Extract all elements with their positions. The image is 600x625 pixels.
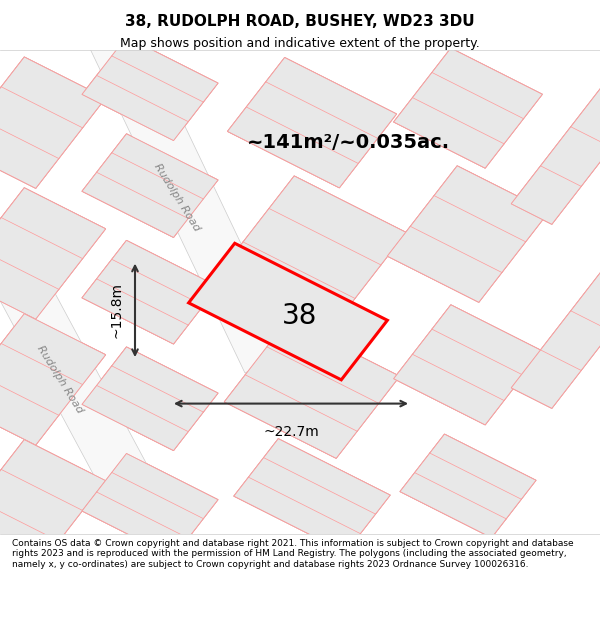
- Polygon shape: [234, 439, 390, 552]
- Polygon shape: [0, 188, 106, 319]
- Polygon shape: [511, 89, 600, 224]
- Polygon shape: [0, 57, 106, 188]
- Polygon shape: [394, 305, 542, 425]
- Text: Map shows position and indicative extent of the property.: Map shows position and indicative extent…: [120, 38, 480, 51]
- Polygon shape: [0, 439, 106, 571]
- Text: 38, RUDOLPH ROAD, BUSHEY, WD23 3DU: 38, RUDOLPH ROAD, BUSHEY, WD23 3DU: [125, 14, 475, 29]
- Text: ~22.7m: ~22.7m: [263, 426, 319, 439]
- Polygon shape: [234, 439, 390, 552]
- Polygon shape: [400, 434, 536, 538]
- Text: ~141m²/~0.035ac.: ~141m²/~0.035ac.: [247, 132, 449, 151]
- Polygon shape: [82, 454, 218, 557]
- Polygon shape: [0, 57, 106, 188]
- Polygon shape: [224, 320, 400, 458]
- Polygon shape: [0, 188, 106, 319]
- Polygon shape: [82, 134, 218, 238]
- Polygon shape: [394, 48, 542, 168]
- Polygon shape: [0, 314, 106, 445]
- Polygon shape: [218, 176, 406, 331]
- Polygon shape: [387, 166, 549, 302]
- Text: ~15.8m: ~15.8m: [109, 282, 123, 338]
- Text: Rudolph Road: Rudolph Road: [35, 344, 85, 415]
- Text: 38: 38: [283, 302, 317, 331]
- Polygon shape: [82, 347, 218, 451]
- Text: Contains OS data © Crown copyright and database right 2021. This information is : Contains OS data © Crown copyright and d…: [12, 539, 574, 569]
- Polygon shape: [394, 48, 542, 168]
- Polygon shape: [218, 176, 406, 331]
- Polygon shape: [82, 134, 218, 238]
- Polygon shape: [511, 273, 600, 408]
- Polygon shape: [82, 347, 218, 451]
- Polygon shape: [0, 314, 106, 445]
- Polygon shape: [82, 37, 218, 141]
- Text: Rudolph Road: Rudolph Road: [152, 162, 202, 233]
- Polygon shape: [511, 273, 600, 408]
- Polygon shape: [227, 58, 397, 188]
- Polygon shape: [0, 259, 193, 568]
- Polygon shape: [82, 241, 218, 344]
- Polygon shape: [394, 305, 542, 425]
- Polygon shape: [82, 37, 218, 141]
- Polygon shape: [227, 58, 397, 188]
- Polygon shape: [82, 454, 218, 557]
- Polygon shape: [224, 320, 400, 458]
- Polygon shape: [400, 434, 536, 538]
- Polygon shape: [0, 439, 106, 571]
- Polygon shape: [511, 89, 600, 224]
- Polygon shape: [387, 166, 549, 302]
- Polygon shape: [188, 243, 388, 380]
- Polygon shape: [83, 18, 295, 372]
- Polygon shape: [82, 241, 218, 344]
